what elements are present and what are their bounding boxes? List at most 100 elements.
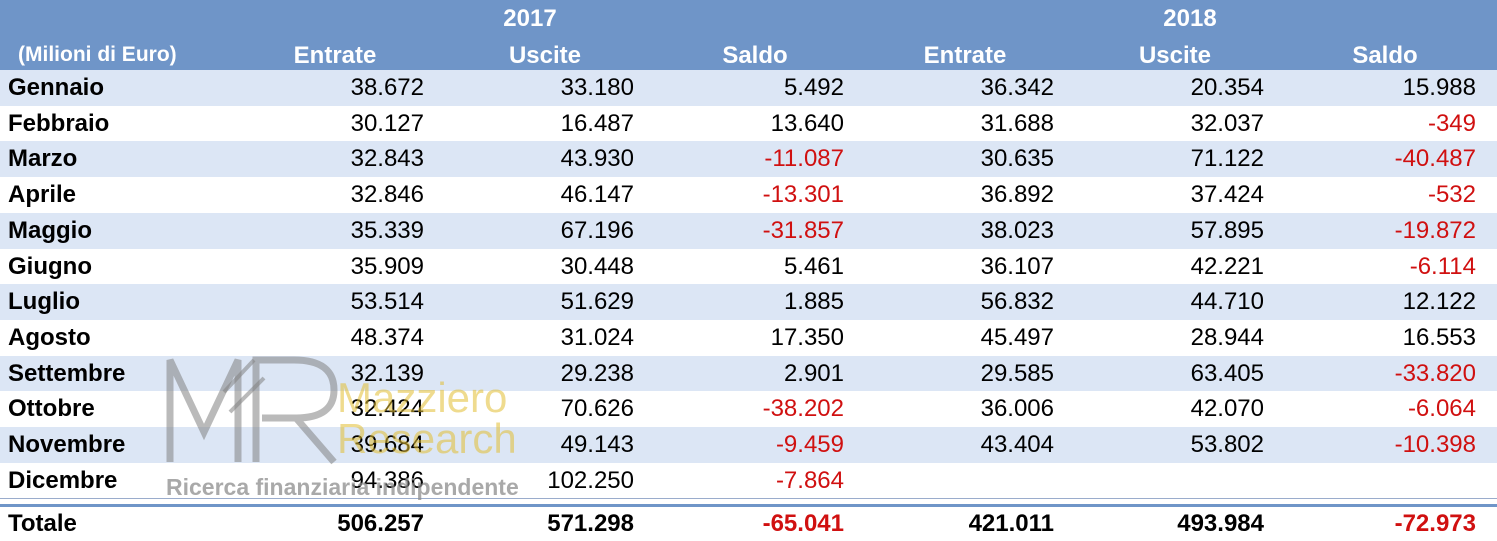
cell-entrate-2018: 45.497	[980, 323, 1054, 351]
cell-uscite-2018: 37.424	[1190, 181, 1264, 209]
cell-entrate-2018: 56.832	[980, 288, 1054, 316]
cell-entrate-2018: 36.107	[980, 252, 1054, 280]
table-row: Febbraio 30.127 16.487 13.640 31.688 32.037 -3…	[0, 105, 1497, 142]
cell-saldo-2018: -6.114	[1409, 252, 1476, 280]
table-row: Dicembre 94.386 102.250 -7.864	[0, 462, 1497, 499]
year-2017-header: 2017	[503, 5, 557, 32]
month-label: Agosto	[8, 323, 91, 351]
column-header-uscite-2018: Uscite	[1138, 42, 1212, 69]
watermark-tagline: Ricerca finanziaria indipendente	[166, 474, 519, 500]
month-label: Ottobre	[8, 395, 95, 423]
cell-saldo-2018: -10.398	[1394, 431, 1476, 458]
column-header-entrate-2017: Entrate	[293, 42, 377, 69]
cell-entrate-2017: 39.684	[350, 431, 424, 458]
cell-saldo-2018: 12.122	[1402, 288, 1476, 316]
month-label: Febbraio	[8, 109, 110, 137]
table-row: Agosto 48.374 31.024 17.350 45.497 28.944 16.5…	[0, 319, 1497, 356]
cell-uscite-2017: 31.024	[560, 323, 634, 351]
cell-uscite-2017: 102.250	[547, 466, 634, 494]
year-2018-header: 2018	[1163, 5, 1217, 32]
cell-saldo-2017: -13.301	[762, 181, 844, 209]
cell-uscite-2017: 43.930	[560, 145, 634, 173]
table-row: Ottobre 32.424 70.626 -38.202 36.006 42.070 -6…	[0, 391, 1497, 428]
month-label: Maggio	[8, 216, 92, 244]
cell-uscite-2018: 42.221	[1190, 252, 1264, 280]
cell-uscite-2017: 30.448	[560, 252, 634, 280]
table-row: Gennaio 38.672 33.180 5.492 36.342 20.354 15.9…	[0, 70, 1497, 106]
cell-saldo-2018: -349	[1427, 109, 1476, 137]
cell-entrate-2017: 35.909	[350, 252, 424, 280]
cell-saldo-2018: -19.872	[1394, 216, 1476, 244]
cell-saldo-2018: -33.820	[1394, 359, 1476, 387]
cell-entrate-2017: 32.846	[350, 181, 424, 209]
month-label: Novembre	[8, 431, 126, 458]
cell-saldo-2018	[1282, 463, 1476, 499]
cell-entrate-2018: 36.892	[980, 181, 1054, 209]
cell-saldo-2017: -38.202	[762, 395, 844, 423]
cell-saldo-2018: 16.553	[1402, 323, 1476, 351]
cell-uscite-2017: 51.629	[560, 288, 634, 316]
cell-uscite-2017: 46.147	[560, 181, 634, 209]
cell-uscite-2018: 28.944	[1190, 323, 1264, 351]
month-label: Luglio	[8, 288, 80, 316]
cell-saldo-2017: -31.857	[762, 216, 844, 244]
cell-entrate-2017: 32.843	[350, 145, 424, 173]
cell-entrate-2018: 29.585	[980, 359, 1054, 387]
cell-saldo-2018: -532	[1427, 181, 1476, 209]
cell-uscite-2017: 67.196	[560, 216, 634, 244]
watermark-name-line2: Research	[337, 415, 517, 462]
cell-entrate-2018: 36.342	[980, 74, 1054, 101]
month-label: Giugno	[8, 252, 92, 280]
month-label: Dicembre	[8, 466, 118, 494]
cell-entrate-2017: 32.424	[350, 395, 424, 423]
table-row: Settembre 32.139 29.238 2.901 29.585 63.405 -3…	[0, 355, 1497, 392]
cell-saldo-2017: 5.461	[783, 252, 844, 280]
table-header: 2017 2018 (Milioni di Euro) Entrate Usci…	[0, 0, 1497, 70]
cell-uscite-2017: 16.487	[560, 109, 634, 137]
month-label: Gennaio	[8, 74, 105, 101]
unit-label: (Milioni di Euro)	[18, 43, 177, 66]
cell-uscite-2018: 63.405	[1190, 359, 1264, 387]
cell-saldo-2018: -40.487	[1394, 145, 1476, 173]
cell-saldo-2018: 15.988	[1402, 74, 1476, 101]
total-row: Totale 506.257 571.298 -65.041 421.011 4…	[0, 507, 1497, 541]
total-divider	[0, 504, 1497, 507]
cell-entrate-2017: 35.339	[350, 216, 424, 244]
cell-entrate-2017: 48.374	[350, 323, 424, 351]
total-uscite-2017: 571.298	[547, 510, 634, 537]
cell-saldo-2017: 1.885	[783, 288, 844, 316]
cell-entrate-2018	[860, 463, 1054, 499]
table-row: Giugno 35.909 30.448 5.461 36.107 42.221 -6.11…	[0, 248, 1497, 285]
cell-uscite-2017: 29.238	[560, 359, 634, 387]
cell-uscite-2018: 71.122	[1190, 145, 1264, 173]
cell-saldo-2017: -11.087	[764, 145, 844, 173]
column-header-saldo-2018: Saldo	[1352, 42, 1418, 69]
cell-saldo-2017: 13.640	[770, 109, 844, 137]
total-entrate-2018: 421.011	[968, 510, 1054, 537]
month-label: Marzo	[8, 145, 78, 173]
cell-uscite-2017: 49.143	[560, 431, 634, 458]
cell-entrate-2017: 38.672	[350, 74, 424, 101]
cell-entrate-2017: 53.514	[350, 288, 424, 316]
cell-entrate-2017: 94.386	[350, 466, 424, 494]
cell-saldo-2017: 2.901	[783, 359, 844, 387]
watermark-name-line1: Mazziero	[337, 374, 508, 421]
cell-entrate-2018: 36.006	[980, 395, 1054, 423]
cell-entrate-2017: 30.127	[350, 109, 424, 137]
total-entrate-2017: 506.257	[337, 510, 424, 537]
cell-uscite-2018: 20.354	[1190, 74, 1264, 101]
table-row: Maggio 35.339 67.196 -31.857 38.023 57.895 -19…	[0, 212, 1497, 249]
table-row: Novembre 39.684 49.143 -9.459 43.404 53.802 -1…	[0, 427, 1497, 463]
cell-uscite-2017: 33.180	[560, 74, 634, 101]
cell-saldo-2017: 17.350	[770, 323, 844, 351]
cell-uscite-2018: 57.895	[1190, 216, 1264, 244]
total-label: Totale	[8, 510, 77, 537]
cell-uscite-2018: 53.802	[1190, 431, 1264, 458]
cell-uscite-2018: 32.037	[1190, 109, 1264, 137]
cell-uscite-2017: 70.626	[560, 395, 634, 423]
column-header-entrate-2018: Entrate	[923, 42, 1007, 69]
cell-entrate-2018: 43.404	[980, 431, 1054, 458]
cell-saldo-2017: 5.492	[783, 74, 844, 101]
cell-entrate-2018: 38.023	[980, 216, 1054, 244]
